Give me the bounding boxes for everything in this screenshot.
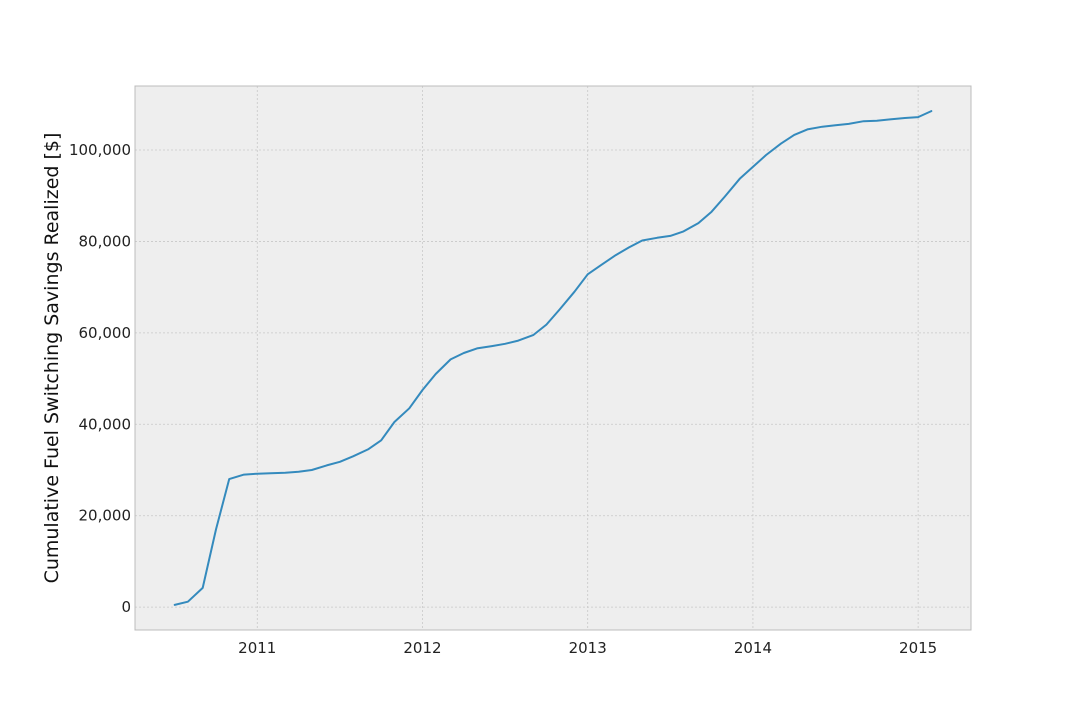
y-tick-label: 60,000 — [79, 324, 132, 342]
plot-frame — [134, 85, 972, 631]
x-axis: 2011 2012 2013 2014 2015 — [238, 639, 937, 657]
y-tick-label: 100,000 — [69, 141, 131, 159]
y-tick-label: 20,000 — [79, 507, 132, 525]
y-tick-label: 80,000 — [79, 232, 132, 250]
x-tick-label: 2015 — [899, 639, 937, 657]
y-axis: 0 20,000 40,000 60,000 80,000 100,000 — [69, 141, 131, 616]
series-group — [173, 110, 933, 606]
series-line — [173, 110, 933, 606]
y-tick-label: 0 — [121, 598, 131, 616]
x-tick-label: 2013 — [569, 639, 607, 657]
x-tick-label: 2011 — [238, 639, 276, 657]
x-tick-label: 2014 — [734, 639, 772, 657]
x-tick-label: 2012 — [403, 639, 441, 657]
y-tick-label: 40,000 — [79, 415, 132, 433]
plot-area — [135, 86, 971, 630]
y-axis-title: Cumulative Fuel Switching Savings Realiz… — [41, 133, 63, 584]
grid — [135, 86, 971, 630]
